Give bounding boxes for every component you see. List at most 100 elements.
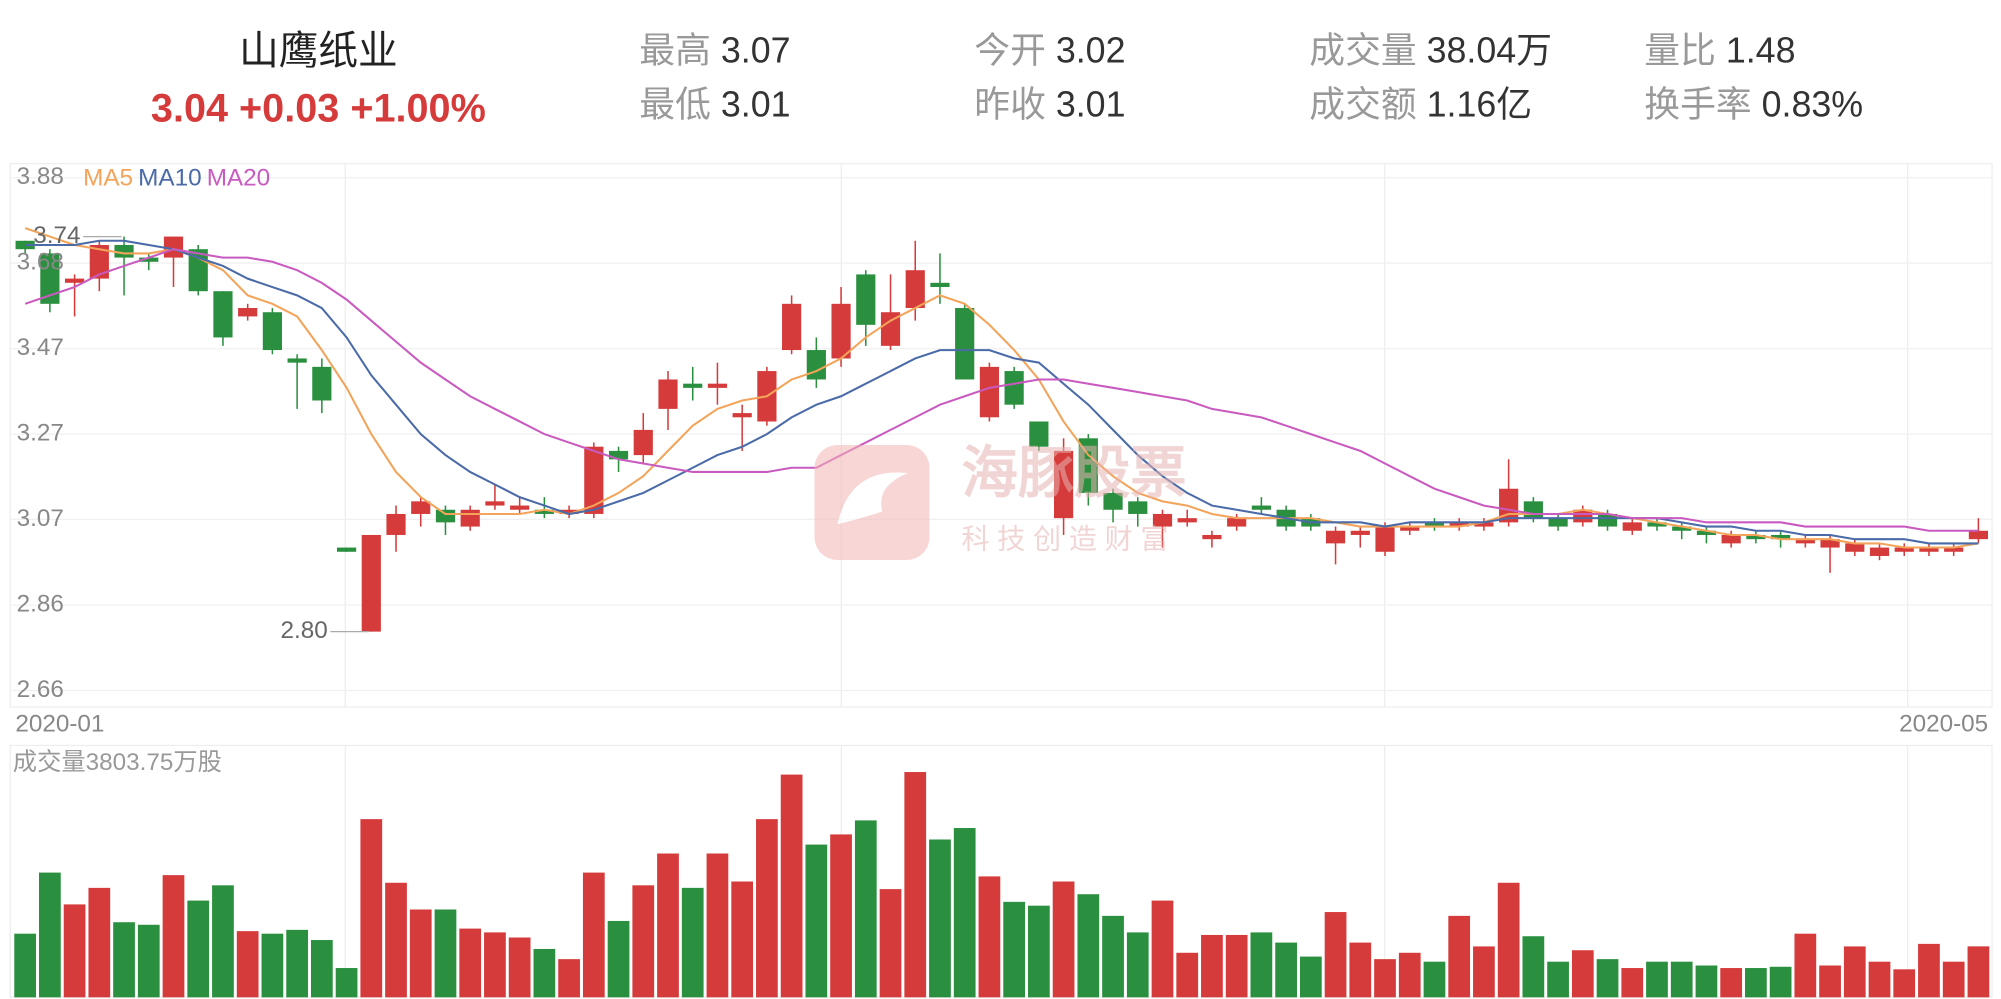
volume-bar [1003,901,1026,998]
candle-body [1968,530,1988,540]
volume-bar [1102,915,1124,998]
stat: 最低 3.01 [639,85,790,125]
volume-bar [1077,894,1100,998]
watermark: 海豚股票 科技创造财富 [814,441,1187,561]
stat-value: 1.48 [1726,31,1796,71]
volume-bar [1794,933,1817,998]
legend-entry: MA10 [138,164,201,191]
candle-body [782,303,802,351]
candle-body [386,513,406,535]
candle-body [806,350,826,380]
candle-body [1400,526,1420,531]
candle-body [435,509,456,523]
y-tick-label: 2.66 [17,676,64,703]
stat-value: 38.04万 [1427,31,1552,71]
volume-bar [731,881,754,998]
candle-body [1152,513,1173,527]
volume-bar [1052,881,1075,998]
volume-bar [335,968,358,998]
candle-body [930,282,950,288]
candle-body [1721,534,1741,544]
stat-value: 3.01 [1056,85,1126,125]
volume-bar [1819,965,1841,998]
ma-line [24,227,1979,549]
candle-body [1029,421,1049,447]
volume-bar [1893,969,1916,998]
volume-bar [1843,946,1866,998]
candle-body [287,358,307,363]
volume-bar [459,928,482,998]
volume-bar [137,924,160,998]
volume-bar [113,922,135,998]
candle-body [880,312,901,346]
volume-bar [261,933,284,998]
x-tick-label: 2020-01 [15,710,104,737]
candle-body [139,257,159,262]
volume-bar [1646,961,1668,998]
volume-label: 成交量3803.75万股 [13,749,222,776]
candle-body [1128,501,1148,514]
candle-body [15,240,35,250]
annotation: 3.74 [33,222,80,249]
candle-body [65,278,85,283]
stat-value: 3.01 [721,85,791,125]
annotation: 2.80 [281,617,328,644]
stat-value: 0.83% [1762,85,1864,125]
volume-bar [706,853,729,998]
candle-body [1944,547,1964,552]
volume-bar [1473,946,1495,998]
volume-bar [953,828,976,998]
candle-body [1845,543,1865,552]
candle-body [905,270,925,309]
volume-bar [1176,952,1199,998]
y-tick-label: 2.86 [17,591,64,618]
volume-bar [1918,943,1940,998]
candle-body [1795,539,1815,544]
volume-bar [1275,942,1297,998]
stat: 量比 1.48 [1644,31,1795,71]
candle-body [1869,547,1890,556]
candle-body [1548,518,1568,527]
legend-entry: MA20 [207,164,270,191]
candle-body [510,505,530,510]
price: 3.04 [151,87,228,131]
candle-body [1622,522,1642,531]
volume-bar [1250,932,1273,998]
volume-bar [978,876,1001,998]
labels: 3.88 3.68 3.47 3.27 3.07 2.86 2.66 2020-01 2020-… [13,163,1988,776]
volume-bar [14,933,37,998]
candle-body [1820,539,1840,548]
volume-bar [780,774,803,998]
candle-body [1696,530,1717,535]
legend-entry: MA5 [83,164,133,191]
stat-label: 昨收 [974,85,1046,125]
volume-bar [929,839,951,998]
candle-body [1919,547,1939,552]
volume-bar [385,882,407,998]
candle-body [1771,534,1791,540]
stat-label: 最高 [639,31,711,71]
candle-body [608,450,629,460]
volume-bar [1621,968,1644,998]
volume-bar [1201,934,1223,998]
volume-bar [1448,915,1471,998]
volume-bar [1324,912,1347,998]
volume-bar [1299,956,1322,998]
volume-bar [162,875,185,998]
stat-label: 量比 [1644,31,1716,71]
volume-bar [1398,952,1421,998]
volume-bar [1522,936,1545,998]
candle-body [658,379,678,409]
volume-bar [879,889,902,998]
candle-body [1078,438,1098,493]
watermark-brand: 海豚股票 [962,441,1187,504]
volume-bar [582,872,605,998]
volume-bar [1423,961,1446,998]
volume-bar [632,885,655,998]
volume-bar [484,932,506,998]
volume-bar [236,931,259,998]
candle-body [1474,522,1494,527]
price-line: 3.04 +0.03 +1.00% [151,87,486,131]
volume-bar [1769,966,1792,998]
